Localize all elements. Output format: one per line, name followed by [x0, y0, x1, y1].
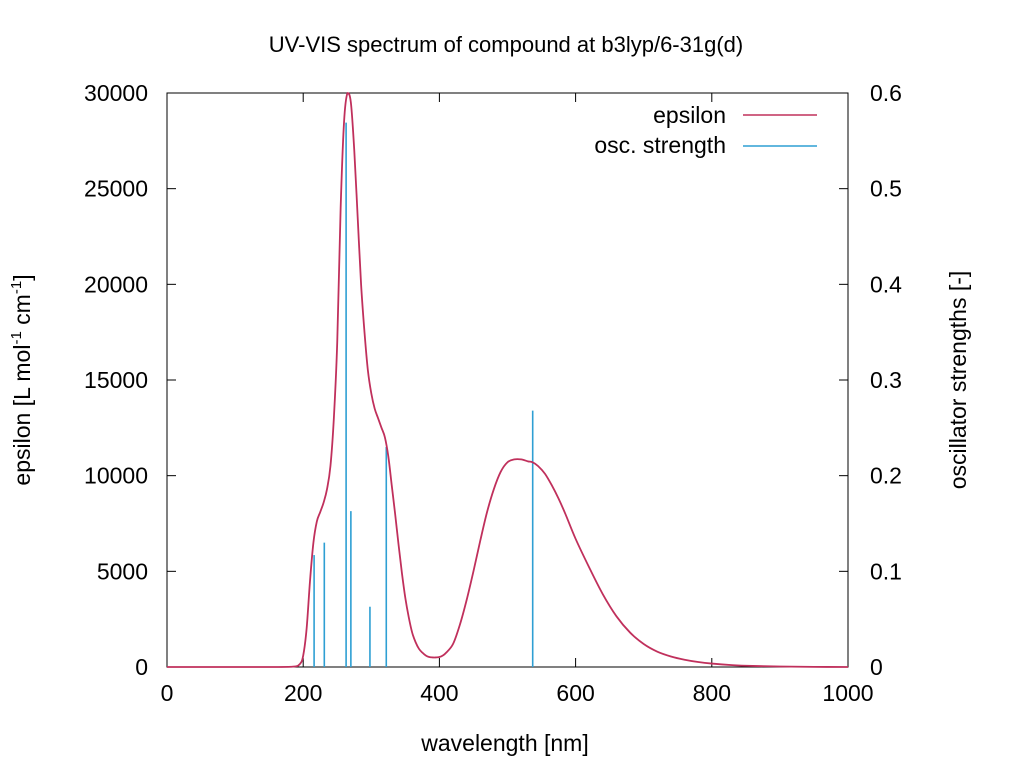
y-tick-label: 20000: [84, 271, 148, 297]
y2-axis-title: oscillator strengths [-]: [945, 271, 971, 490]
y-axis-title: epsilon [L mol-1 cm-1]: [8, 274, 35, 485]
y-tick-label: 10000: [84, 463, 148, 489]
epsilon-line: [166, 92, 849, 668]
x-tick-label: 600: [556, 680, 594, 706]
y-axis-title-superscript: -1: [8, 331, 25, 344]
chart-title: UV-VIS spectrum of compound at b3lyp/6-3…: [269, 32, 743, 57]
y2-tick-label: 0.1: [870, 558, 902, 584]
x-tick-label: 200: [284, 680, 322, 706]
x-tick-label: 1000: [822, 680, 873, 706]
y2-tick-label: 0: [870, 654, 883, 680]
y-axis-title-part: cm: [9, 294, 35, 331]
y-axis-title-part: epsilon [L mol: [9, 345, 35, 486]
y-axis-right: 0 0.1 0.2 0.3 0.4 0.5 0.6: [839, 80, 902, 680]
x-tick-label: 800: [693, 680, 731, 706]
epsilon-series: [166, 92, 849, 668]
plot-area: [166, 92, 849, 668]
y2-tick-label: 0.6: [870, 80, 902, 106]
y-axis-title-superscript: -1: [8, 281, 25, 294]
plot-border: [166, 92, 849, 668]
y-tick-label: 25000: [84, 176, 148, 202]
y-axis-left: 0 5000 10000 15000 20000 25000 30000: [84, 80, 176, 680]
y2-tick-label: 0.2: [870, 463, 902, 489]
legend-label-epsilon: epsilon: [653, 102, 726, 128]
x-tick-label: 0: [161, 680, 174, 706]
y-axis-title-part: ]: [9, 274, 35, 280]
y-tick-label: 0: [135, 654, 148, 680]
y-tick-label: 30000: [84, 80, 148, 106]
legend-label-osc-strength: osc. strength: [594, 132, 726, 158]
y2-tick-label: 0.5: [870, 176, 902, 202]
y-tick-label: 5000: [97, 558, 148, 584]
x-tick-label: 400: [420, 680, 458, 706]
legend: epsilon osc. strength: [594, 102, 817, 158]
x-axis-title: wavelength [nm]: [420, 730, 588, 756]
y2-tick-label: 0.4: [870, 271, 902, 297]
osc-strength-series: [313, 122, 534, 667]
y2-tick-label: 0.3: [870, 367, 902, 393]
x-axis: 0 200 400 600 800 1000: [161, 93, 874, 706]
y-tick-label: 15000: [84, 367, 148, 393]
